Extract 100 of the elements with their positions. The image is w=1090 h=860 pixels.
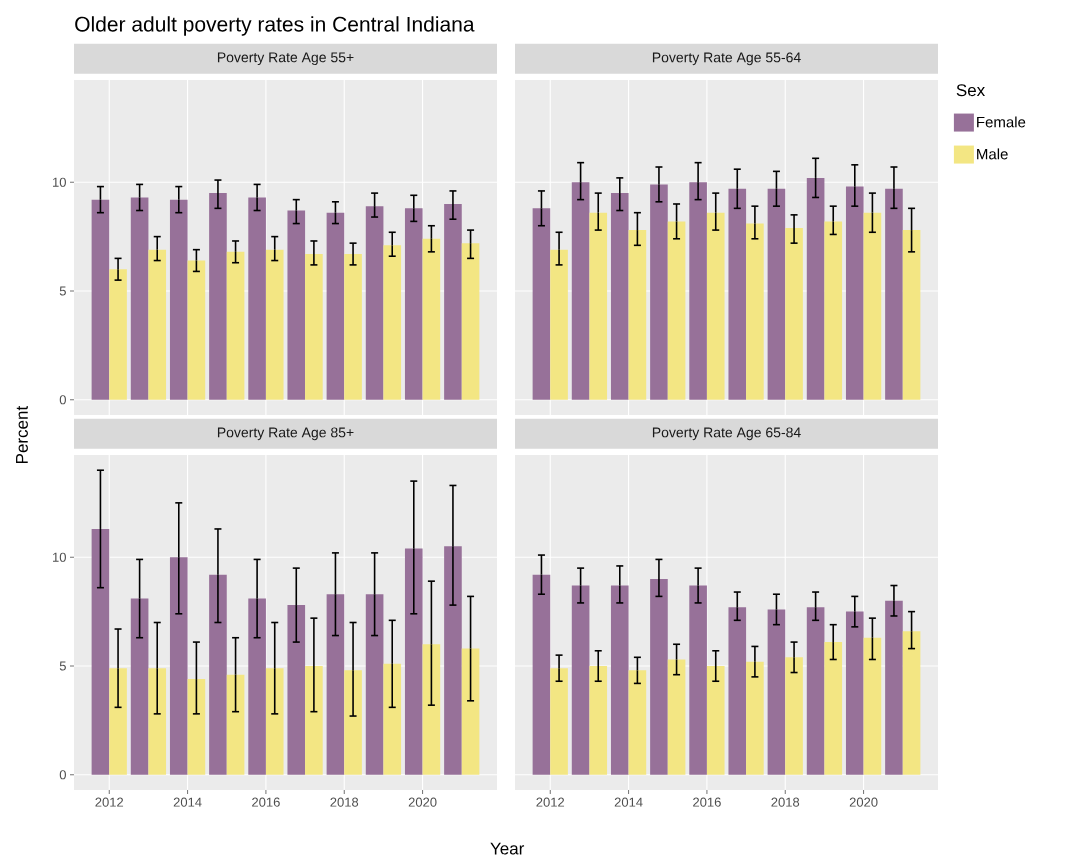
bar (706, 666, 725, 775)
y-tick-label: 5 (59, 286, 66, 296)
bar (532, 574, 551, 775)
bar (667, 659, 686, 775)
bar (365, 206, 384, 400)
bar (610, 193, 629, 400)
bar (404, 548, 423, 775)
bar (422, 644, 441, 775)
bar (265, 668, 284, 775)
bar (571, 585, 590, 775)
bar (326, 212, 345, 400)
bar (863, 637, 882, 775)
bar (650, 184, 668, 400)
bar (689, 182, 707, 400)
y-axis-title: Percent (16, 405, 28, 463)
bar (305, 254, 323, 400)
x-tick-label: 2014 (173, 797, 202, 807)
bar (767, 609, 786, 775)
bar (344, 670, 362, 775)
bar (91, 199, 110, 400)
x-tick-label: 2016 (252, 797, 280, 807)
bar (248, 598, 266, 775)
bar (785, 657, 803, 775)
bar (444, 546, 462, 775)
bar (148, 668, 167, 775)
bar (650, 578, 668, 775)
x-tick-label: 2020 (849, 797, 878, 807)
y-tick-label: 0 (59, 770, 66, 780)
bar (226, 251, 245, 400)
legend-title: Sex (956, 84, 985, 97)
bar (550, 249, 568, 400)
bar (571, 182, 590, 400)
x-tick-label: 2012 (95, 797, 124, 807)
bar (845, 611, 864, 775)
bar (444, 203, 462, 400)
bar (248, 197, 266, 400)
x-tick-label: 2016 (693, 797, 721, 807)
x-tick-label: 2014 (614, 797, 643, 807)
bar (902, 230, 921, 400)
y-tick-label: 5 (59, 661, 66, 671)
chart-subtitle: Poverty Rate Age 55+ (217, 52, 354, 66)
bar (706, 212, 725, 400)
bar (863, 212, 882, 400)
bar (226, 674, 245, 775)
chart-title: Poverty Rate Age 55-64 (652, 52, 801, 66)
bar (287, 605, 306, 775)
bar (806, 177, 825, 400)
bar (404, 208, 423, 400)
bar (148, 249, 167, 400)
bar (344, 254, 362, 400)
bar (532, 208, 551, 400)
bar (187, 260, 206, 400)
bar (461, 243, 480, 400)
chart-title: Poverty Rate Age 65-84 (652, 427, 801, 441)
bar (885, 600, 903, 775)
bar (824, 642, 843, 775)
bar (589, 666, 608, 775)
bar (785, 227, 803, 400)
bar (885, 188, 903, 400)
chart-title: Poverty Rate Age 85+ (217, 427, 354, 441)
bar (422, 238, 441, 400)
bar (383, 245, 402, 400)
bar (806, 607, 825, 775)
bar (305, 666, 323, 775)
bar (265, 249, 284, 400)
bar (109, 269, 127, 400)
bar (130, 598, 149, 775)
legend-label: Female (977, 116, 1026, 128)
bar (728, 188, 747, 400)
bar (728, 607, 747, 775)
bar (689, 585, 707, 775)
bar (667, 221, 686, 400)
bar (287, 210, 306, 400)
x-tick-label: 2018 (771, 797, 800, 807)
bar (610, 585, 629, 775)
bar (169, 199, 188, 400)
bar (628, 670, 647, 775)
bar (109, 668, 127, 775)
y-tick-label: 10 (53, 177, 66, 187)
bar (902, 631, 921, 775)
bar (187, 679, 206, 775)
bar (365, 594, 384, 775)
bar (461, 648, 480, 775)
bar (746, 223, 764, 400)
bar (845, 186, 864, 400)
y-tick-label: 10 (53, 552, 66, 562)
bar (383, 663, 402, 775)
bar (91, 528, 110, 775)
bar (130, 197, 149, 400)
bar (550, 668, 568, 775)
bar (746, 661, 764, 775)
chart-title: Older adult poverty rates in Central Indiana (75, 16, 475, 36)
bar (767, 188, 786, 400)
x-axis-title: Year (490, 842, 525, 855)
bar (628, 230, 647, 400)
x-tick-label: 2012 (536, 797, 565, 807)
bar (169, 557, 188, 775)
legend-label: Male (977, 148, 1008, 160)
y-tick-label: 0 (59, 395, 66, 405)
x-tick-label: 2020 (408, 797, 437, 807)
